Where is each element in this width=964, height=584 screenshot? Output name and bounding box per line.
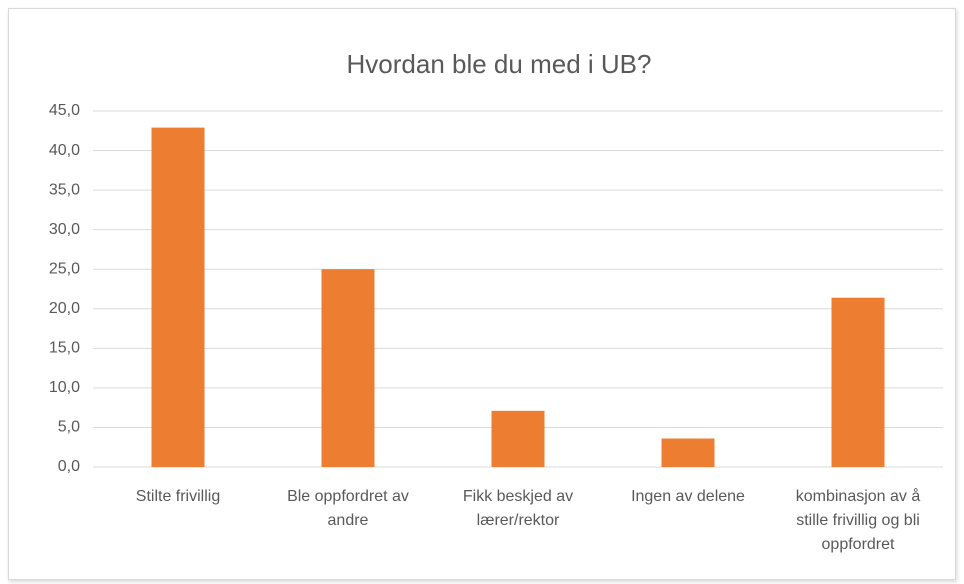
x-tick-label: Ingen av delene [631,488,745,505]
x-tick-label: Fikk beskjed av lærer/rektor [462,488,574,529]
y-tick-label: 0,0 [58,458,80,475]
y-tick-label: 5,0 [58,419,80,436]
y-tick-label: 30,0 [49,221,80,238]
y-tick-label: 40,0 [49,142,80,159]
y-tick-label: 45,0 [49,102,80,119]
x-tick-label: kombinasjon av å stille frivillig og bli… [795,488,921,553]
x-tick-label: Ble oppfordret av andre [287,488,409,529]
y-tick-label: 35,0 [49,181,80,198]
y-tick-label: 15,0 [49,340,80,357]
bar [831,297,885,467]
bar [151,127,205,467]
x-tick-label: Stilte frivillig [135,488,221,505]
y-tick-label: 25,0 [49,260,80,277]
y-tick-label: 10,0 [49,379,80,396]
y-tick-label: 20,0 [49,300,80,317]
bar [661,438,715,467]
bar [321,269,375,467]
bar [491,410,545,467]
chart-title: Hvordan ble du med i UB? [347,49,652,79]
